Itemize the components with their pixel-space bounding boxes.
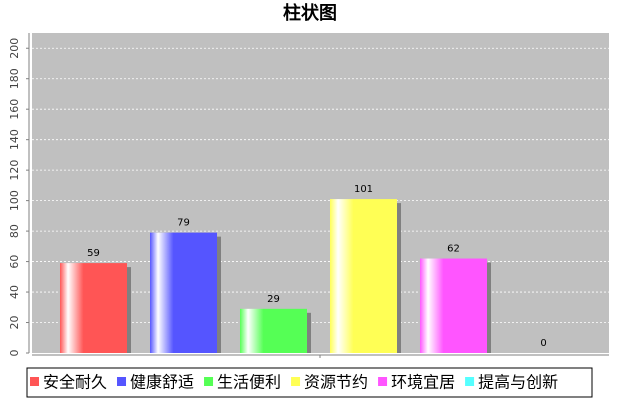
y-tick-label: 60 <box>8 255 21 269</box>
legend-swatch <box>465 377 475 386</box>
legend-label: 安全耐久 <box>43 373 107 392</box>
value-label: 79 <box>177 218 190 229</box>
y-tick-label: 80 <box>8 224 21 238</box>
value-label: 0 <box>540 338 546 349</box>
legend-label: 生活便利 <box>217 373 281 392</box>
y-tick-label: 40 <box>8 285 21 299</box>
legend-swatch <box>204 377 214 386</box>
chart-title: 柱状图 <box>283 2 337 24</box>
legend-swatch <box>117 377 127 386</box>
legend-label: 健康舒适 <box>130 373 194 392</box>
bar <box>60 263 127 353</box>
legend-label: 资源节约 <box>304 373 368 392</box>
y-tick-label: 140 <box>8 129 21 150</box>
y-tick-label: 200 <box>8 38 21 59</box>
y-tick-label: 20 <box>8 316 21 330</box>
y-tick-label: 160 <box>8 99 21 120</box>
legend-swatch <box>30 377 39 386</box>
bar <box>420 258 487 353</box>
legend-swatch <box>291 377 301 386</box>
y-tick-label: 0 <box>8 350 21 357</box>
value-label: 29 <box>267 294 280 305</box>
legend-swatch <box>378 377 388 386</box>
legend-label: 提高与创新 <box>478 373 558 392</box>
value-label: 101 <box>354 184 373 195</box>
value-label: 62 <box>447 244 460 255</box>
y-tick-label: 120 <box>8 160 21 181</box>
bar <box>240 308 307 353</box>
bar <box>150 232 217 353</box>
y-tick-label: 180 <box>8 68 21 89</box>
value-label: 59 <box>87 248 100 259</box>
bar <box>330 199 397 353</box>
legend-label: 环境宜居 <box>391 373 455 392</box>
y-tick-label: 100 <box>8 190 21 211</box>
